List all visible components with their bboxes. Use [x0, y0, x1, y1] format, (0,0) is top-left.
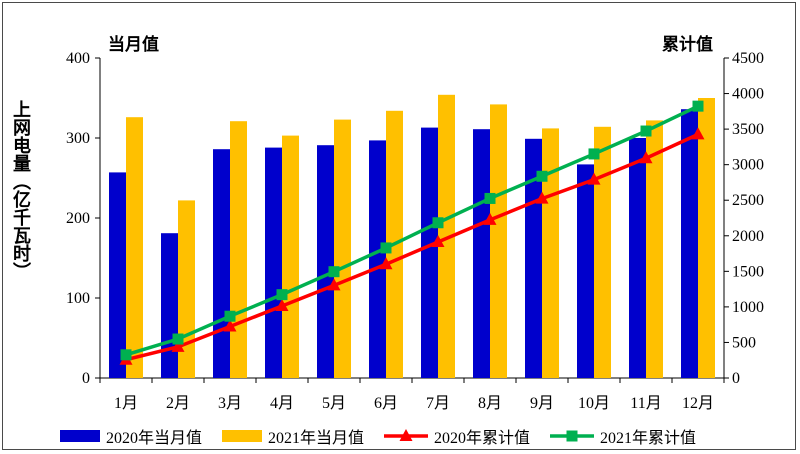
- legend-line-swatch: [384, 429, 429, 441]
- bar-2021-monthly: [698, 98, 715, 378]
- right-tick-label: 1500: [732, 263, 764, 280]
- bar-2020-monthly: [421, 127, 438, 378]
- legend-line-swatch: [550, 430, 595, 442]
- legend-label: 2021年当月值: [268, 430, 365, 447]
- x-tick-label: 5月: [322, 395, 346, 412]
- point-2020-cumulative: [171, 339, 185, 352]
- legend-item: 2020年当月值: [60, 424, 202, 448]
- legend-item: 2020年累计值: [384, 424, 530, 448]
- point-2021-cumulative: [484, 192, 496, 204]
- left-tick-label: 200: [66, 210, 90, 227]
- bar-2020-monthly: [681, 109, 698, 378]
- x-tick-label: 10月: [578, 395, 610, 412]
- left-tick-label: 400: [66, 50, 90, 67]
- point-2021-cumulative: [640, 125, 652, 137]
- left-axis-unit-label: 当月值: [108, 35, 159, 55]
- bar-2021-monthly: [230, 121, 247, 378]
- bar-2020-monthly: [161, 233, 178, 378]
- right-tick-label: 4000: [732, 86, 764, 103]
- right-tick-label: 2000: [732, 228, 764, 245]
- point-2020-cumulative: [431, 234, 445, 247]
- legend-bar-swatch: [60, 430, 100, 442]
- x-tick-label: 2月: [166, 395, 190, 412]
- point-2021-cumulative: [380, 242, 392, 254]
- bar-2021-monthly: [438, 94, 455, 379]
- legend-label: 2020年累计值: [434, 430, 531, 447]
- point-2021-cumulative: [172, 333, 184, 345]
- bar-2020-monthly: [265, 147, 282, 378]
- point-2020-cumulative: [327, 278, 341, 291]
- x-tick-label: 6月: [374, 395, 398, 412]
- bar-2021-monthly: [334, 119, 351, 378]
- x-tick-label: 3月: [218, 395, 242, 412]
- point-2020-cumulative: [483, 212, 497, 225]
- left-tick-label: 100: [66, 290, 90, 307]
- x-tick-label: 7月: [426, 395, 450, 412]
- legend-item: 2021年当月值: [222, 424, 364, 448]
- bar-2020-monthly: [109, 172, 126, 378]
- right-tick-label: 0: [732, 370, 740, 387]
- bar-2020-monthly: [577, 164, 594, 378]
- right-tick-label: 4500: [732, 50, 764, 67]
- bar-2021-monthly: [542, 128, 559, 378]
- legend-item: 2021年累计值: [550, 424, 696, 448]
- chart-frame: [2, 2, 796, 450]
- x-tick-label: 11月: [630, 395, 661, 412]
- point-2021-cumulative: [224, 310, 236, 322]
- point-2021-cumulative: [692, 100, 704, 112]
- bar-2020-monthly: [629, 138, 646, 378]
- left-tick-label: 300: [66, 130, 90, 147]
- x-tick-label: 9月: [530, 395, 554, 412]
- bar-2020-monthly: [213, 149, 230, 378]
- point-2020-cumulative: [639, 151, 653, 164]
- right-axis-unit-label: 累计值: [662, 35, 713, 55]
- point-2020-cumulative: [275, 299, 289, 312]
- x-tick-label: 4月: [270, 395, 294, 412]
- x-tick-label: 1月: [114, 395, 138, 412]
- right-tick-label: 3500: [732, 121, 764, 138]
- legend-bar-swatch: [222, 430, 263, 442]
- point-2021-cumulative: [536, 170, 548, 182]
- bar-2020-monthly: [317, 145, 334, 378]
- line-2020-cumulative: [125, 132, 699, 362]
- bar-2021-monthly: [594, 126, 611, 378]
- bar-2021-monthly: [646, 120, 663, 379]
- bar-2021-monthly: [490, 104, 507, 379]
- point-2021-cumulative: [276, 289, 288, 301]
- point-2020-cumulative: [587, 172, 601, 185]
- x-tick-label: 12月: [682, 395, 714, 412]
- right-tick-label: 1000: [732, 299, 764, 316]
- bar-2021-monthly: [126, 117, 143, 378]
- chart-plot: 0100200300400050010001500200025003000350…: [66, 50, 764, 412]
- point-2020-cumulative: [691, 127, 705, 140]
- legend-label: 2021年累计值: [600, 430, 697, 447]
- right-tick-label: 3000: [732, 157, 764, 174]
- point-2021-cumulative: [328, 266, 340, 278]
- right-tick-label: 2500: [732, 192, 764, 209]
- line-2021-cumulative: [125, 104, 699, 357]
- point-2020-cumulative: [223, 319, 237, 332]
- bar-2020-monthly: [473, 129, 490, 378]
- right-tick-label: 500: [732, 334, 756, 351]
- point-2021-cumulative: [120, 349, 132, 361]
- point-2020-cumulative: [379, 257, 393, 270]
- point-2020-cumulative: [535, 191, 549, 204]
- legend-label: 2020年当月值: [106, 430, 203, 447]
- bar-2020-monthly: [369, 140, 386, 378]
- point-2021-cumulative: [588, 148, 600, 160]
- point-2021-cumulative: [432, 217, 444, 229]
- y-axis-title: 上网电量（亿千瓦时）: [10, 100, 31, 280]
- legend: 2020年当月值 2021年当月值 2020年累计值 2021年累计值: [60, 424, 696, 448]
- x-tick-label: 8月: [478, 395, 502, 412]
- bar-2021-monthly: [282, 135, 299, 378]
- left-tick-label: 0: [82, 370, 90, 387]
